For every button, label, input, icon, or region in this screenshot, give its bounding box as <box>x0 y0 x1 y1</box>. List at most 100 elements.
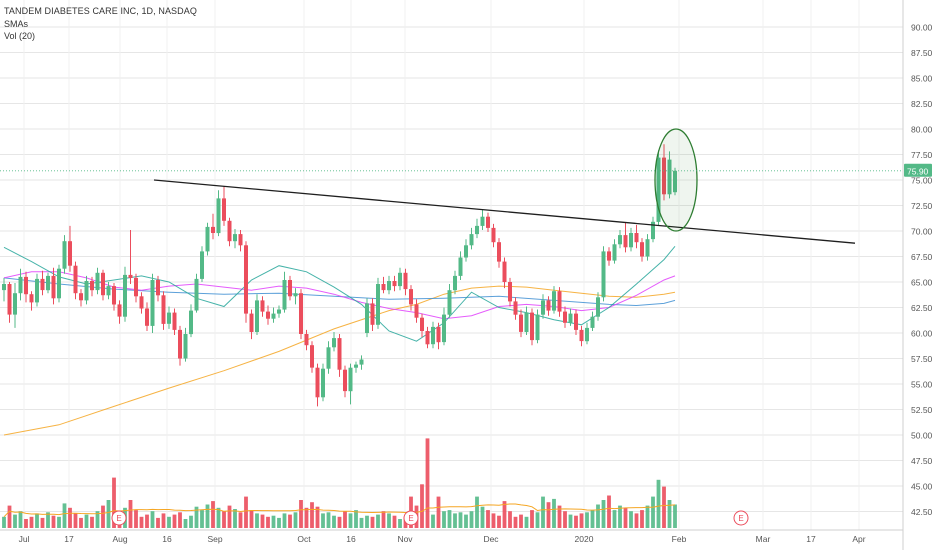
sma-legend-label[interactable]: SMAs <box>4 19 29 29</box>
volume-bar <box>557 505 562 528</box>
candle <box>392 275 397 292</box>
earnings-marker[interactable] <box>403 510 419 526</box>
volume-bar <box>128 500 133 528</box>
sma-line-orange <box>3 285 676 436</box>
candle-body <box>387 281 391 291</box>
candle <box>29 291 34 311</box>
volume-bar <box>601 500 606 528</box>
volume-bar <box>255 513 259 528</box>
grid-layer <box>0 0 903 530</box>
volume-bar <box>491 513 496 528</box>
candle-body <box>497 242 501 262</box>
candle-body <box>348 367 353 392</box>
candle-body <box>134 277 138 297</box>
candle-body <box>629 233 633 248</box>
earnings-marker[interactable] <box>111 510 127 526</box>
candle <box>156 275 160 302</box>
candle-body <box>420 317 424 331</box>
candle-body <box>623 235 628 248</box>
volume-bar <box>139 516 144 528</box>
candle <box>304 329 309 351</box>
candle <box>585 322 589 345</box>
candle-body <box>431 326 435 345</box>
volume-bar <box>392 515 397 528</box>
candle <box>436 322 441 350</box>
volume-bar <box>497 515 501 528</box>
volume-bar <box>337 516 342 528</box>
candle-body <box>524 312 529 332</box>
candle <box>200 246 204 282</box>
candle <box>249 309 254 340</box>
candle-body <box>337 338 342 370</box>
volume-bar <box>535 512 540 528</box>
volume-bar <box>277 517 281 528</box>
candle <box>310 341 314 373</box>
candle-body <box>321 368 325 398</box>
candle <box>216 190 221 237</box>
candle <box>172 308 177 335</box>
volume-bar <box>475 496 479 528</box>
y-tick-label: 80.00 <box>911 125 932 135</box>
volume-bar <box>502 501 507 528</box>
volume-bar <box>343 511 347 528</box>
candle <box>524 306 529 335</box>
candle-body <box>7 284 12 315</box>
candle-body <box>651 221 655 240</box>
volume-bar <box>568 514 573 528</box>
candle-body <box>343 369 347 392</box>
volume-bar <box>651 496 655 528</box>
volume-bar <box>590 510 595 528</box>
volume-bar <box>29 516 34 528</box>
volume-bar <box>612 510 617 528</box>
y-tick-label: 90.00 <box>911 23 932 33</box>
candle-body <box>2 284 6 291</box>
candle-body <box>519 314 523 332</box>
candle-body <box>139 296 144 309</box>
candle-body <box>354 364 358 368</box>
volume-bar <box>200 510 204 528</box>
candle-body <box>403 272 408 290</box>
candle-body <box>299 293 303 334</box>
candle-body <box>40 278 45 291</box>
candle-body <box>315 367 320 398</box>
volume-bar <box>645 505 650 528</box>
volume-bar <box>326 512 331 528</box>
x-tick-label: Aug <box>112 534 127 544</box>
candle-body <box>585 327 589 342</box>
candle-body <box>84 281 89 301</box>
volume-ma-line <box>3 503 676 518</box>
candle <box>293 288 298 305</box>
candle <box>205 222 210 256</box>
candle <box>18 268 23 301</box>
candle-body <box>172 312 177 330</box>
candle <box>607 247 611 266</box>
candle-body <box>310 345 314 368</box>
candle <box>398 267 402 291</box>
volume-legend-label[interactable]: Vol (20) <box>4 31 36 41</box>
y-tick-label: 77.50 <box>911 150 932 160</box>
candle <box>513 297 518 320</box>
candle-body <box>222 198 226 221</box>
candle-body <box>238 234 243 246</box>
candle <box>568 308 573 326</box>
volume-bar <box>172 514 177 528</box>
candle <box>68 225 72 272</box>
y-tick-label: 55.00 <box>911 380 932 390</box>
candle <box>7 282 12 323</box>
candle-body <box>376 284 380 325</box>
y-tick-label: 50.00 <box>911 431 932 441</box>
candle <box>255 294 259 335</box>
volume-bar <box>178 512 182 528</box>
earnings-marker[interactable] <box>733 510 749 526</box>
candle-body <box>381 284 386 291</box>
candle-body <box>249 313 254 332</box>
candle <box>458 251 463 280</box>
candle-body <box>13 293 17 315</box>
candle-body <box>579 329 584 342</box>
candle-body <box>568 313 573 323</box>
candle <box>128 230 133 284</box>
candle-body <box>673 170 677 193</box>
candle <box>161 291 166 330</box>
candle <box>266 305 270 325</box>
